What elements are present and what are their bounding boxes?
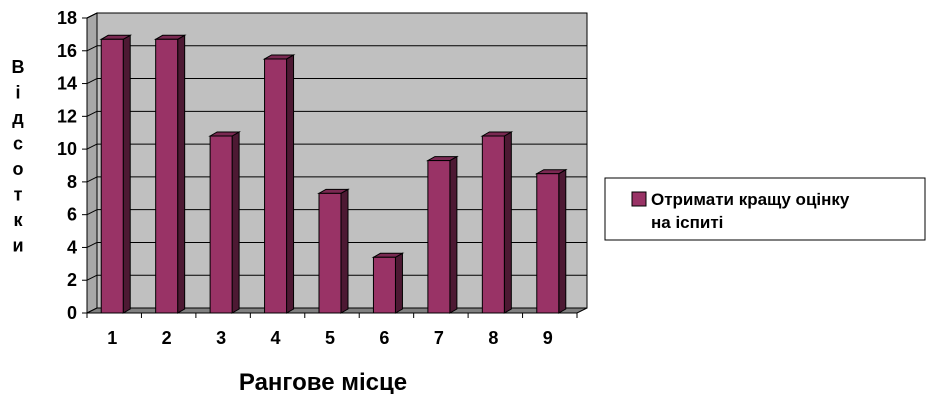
legend-label-line-1: Отримати кращу оцінку (651, 190, 850, 209)
side-wall (86, 12, 98, 314)
bar (317, 188, 350, 314)
legend-label-line-2: на іспиті (651, 213, 723, 232)
legend-swatch (631, 191, 647, 207)
y-axis-label-letter: і (15, 83, 20, 103)
y-axis-label-letter: д (12, 108, 24, 128)
bar (426, 155, 459, 314)
y-axis-label-letter: В (12, 57, 25, 77)
y-tick-label: 4 (67, 237, 77, 257)
bar (262, 54, 296, 314)
y-tick-label: 8 (67, 172, 77, 192)
legend: Отримати кращу оцінку на іспиті (604, 177, 926, 241)
x-tick-label: 6 (379, 328, 389, 348)
bar (480, 131, 514, 314)
bar (208, 131, 241, 314)
y-tick-label: 16 (57, 41, 77, 61)
x-tick-label: 1 (107, 328, 117, 348)
y-axis-label-letter: и (12, 236, 23, 256)
x-tick-labels: 1 2 3 4 5 6 7 8 9 (107, 328, 553, 348)
x-tick-label: 7 (434, 328, 444, 348)
y-axis-label-letter: с (13, 134, 23, 154)
x-tick-label: 3 (216, 328, 226, 348)
bars-group (99, 34, 568, 314)
y-tick-label: 6 (67, 205, 77, 225)
y-tick-labels: 0 2 4 6 8 10 12 14 16 18 (57, 8, 77, 323)
bar (153, 34, 187, 314)
y-tick-label: 14 (57, 74, 77, 94)
bar (534, 168, 568, 314)
y-tick-label: 10 (57, 139, 77, 159)
y-tick-label: 18 (57, 8, 77, 28)
y-tick-label: 2 (67, 270, 77, 290)
y-axis-label-letter: о (13, 159, 24, 179)
x-tick-label: 9 (543, 328, 553, 348)
x-tick-label: 8 (488, 328, 498, 348)
x-tick-label: 2 (162, 328, 172, 348)
y-axis-label-letter: к (13, 210, 23, 230)
y-tick-label: 12 (57, 106, 77, 126)
x-tick-label: 5 (325, 328, 335, 348)
y-axis-label-letter: т (14, 185, 23, 205)
bar (371, 252, 405, 314)
y-tick-label: 0 (67, 303, 77, 323)
bar (99, 34, 133, 314)
x-axis-label: Рангове місце (239, 369, 407, 394)
x-tick-label: 4 (271, 328, 281, 348)
